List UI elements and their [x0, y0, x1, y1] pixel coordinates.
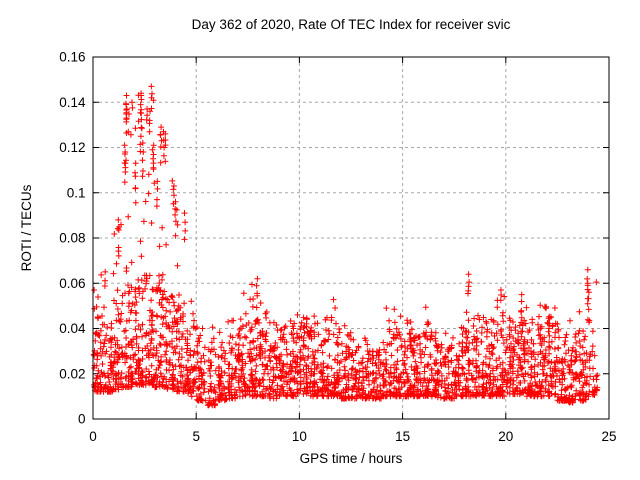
y-tick-label: 0	[78, 412, 86, 427]
plot-border	[92, 56, 610, 420]
y-tick-label: 0.04	[59, 321, 86, 336]
y-tick-label: 0.16	[59, 50, 85, 65]
y-tick-label: 0.1	[67, 185, 86, 200]
x-tick-label: 20	[498, 429, 513, 444]
y-axis-label: ROTI / TECUs	[19, 184, 34, 271]
chart-title: Day 362 of 2020, Rate Of TEC Index for r…	[192, 17, 511, 32]
x-tick-label: 5	[192, 429, 200, 444]
tick-labels: 0 5 10 15 20 25 0 0.02 0.04 0.06 0.08 0.1 0.12 0.14 0.…	[59, 50, 616, 445]
x-axis-label: GPS time / hours	[300, 451, 403, 466]
data-points-roti	[90, 83, 601, 409]
y-tick-label: 0.08	[59, 231, 85, 246]
y-tick-label: 0.12	[59, 140, 85, 155]
y-tick-label: 0.02	[59, 366, 85, 381]
x-tick-label: 25	[601, 429, 616, 444]
x-tick-label: 15	[395, 429, 410, 444]
x-tick-label: 10	[292, 429, 307, 444]
x-tick-label: 0	[89, 429, 97, 444]
y-tick-label: 0.14	[59, 95, 86, 110]
y-tick-label: 0.06	[59, 276, 85, 291]
